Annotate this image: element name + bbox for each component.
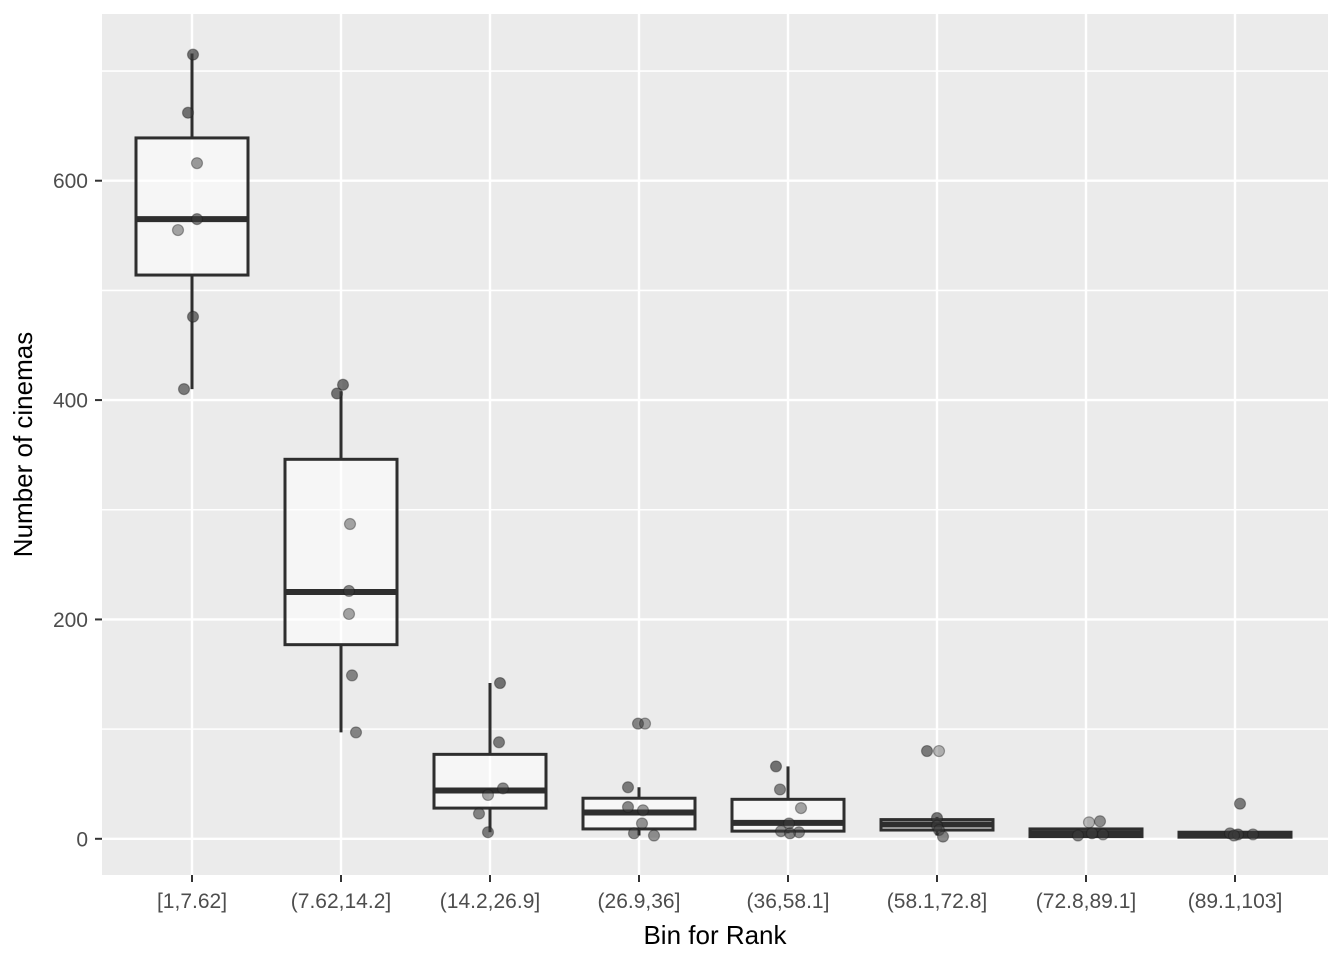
x-tick-label: (14.2,26.9] (440, 890, 540, 913)
x-axis-title: Bin for Rank (643, 920, 787, 950)
x-tick-label: (58.1,72.8] (887, 890, 987, 913)
jitter-point (638, 717, 652, 730)
jitter-point (177, 383, 191, 396)
jitter-point (345, 669, 359, 682)
x-tick-label: (72.8,89.1] (1036, 890, 1136, 913)
jitter-point (492, 736, 506, 749)
jitter-point (190, 213, 204, 226)
jitter-point (481, 826, 495, 839)
jitter-point (496, 782, 510, 795)
jitter-point (472, 807, 486, 820)
jitter-point (627, 827, 641, 840)
jitter-point (1093, 815, 1107, 828)
jitter-point (769, 760, 783, 773)
jitter-point (186, 310, 200, 323)
jitter-point (336, 378, 350, 391)
jitter-point (636, 804, 650, 817)
x-tick-label: [1,7.62] (157, 890, 227, 913)
box (432, 752, 548, 810)
jitter-point (631, 717, 645, 730)
jitter-point (647, 829, 661, 842)
jitter-point (932, 744, 946, 758)
panel-background (102, 14, 1328, 875)
y-tick-label: 200 (53, 609, 88, 632)
x-tick-label: (89.1,103] (1188, 890, 1283, 913)
jitter-point (190, 157, 204, 170)
jitter-point (181, 106, 195, 119)
y-tick-label: 600 (53, 170, 88, 193)
jitter-point (493, 676, 507, 690)
jitter-point (186, 48, 200, 61)
jitter-point (1071, 829, 1085, 842)
jitter-point (783, 827, 797, 840)
jitter-point (1227, 829, 1241, 842)
jitter-point (1082, 816, 1096, 829)
jitter-point (1096, 828, 1110, 841)
jitter-point (349, 726, 363, 739)
jitter-point (794, 801, 808, 815)
y-tick-label: 400 (53, 390, 88, 413)
y-axis-title: Number of cinemas (8, 332, 38, 557)
jitter-point (343, 517, 357, 531)
jitter-point (342, 607, 356, 621)
jitter-point (330, 387, 344, 400)
jitter-point (171, 223, 185, 237)
x-tick-label: (26.9,36] (598, 890, 681, 913)
box (134, 136, 250, 277)
jitter-point (621, 800, 635, 814)
jitter-point (773, 783, 787, 796)
jitter-point (920, 744, 934, 758)
box (283, 457, 399, 647)
jitter-point (621, 781, 635, 794)
jitter-point (481, 788, 495, 802)
jitter-point (1233, 797, 1247, 810)
x-tick-label: (36,58.1] (747, 890, 830, 913)
jitter-point (1085, 827, 1099, 840)
jitter-point (1246, 828, 1260, 841)
y-tick-label: 0 (76, 828, 88, 851)
jitter-point (342, 584, 356, 598)
jitter-point (635, 817, 649, 830)
jitter-point (936, 830, 950, 843)
x-tick-label: (7.62,14.2] (291, 890, 391, 913)
